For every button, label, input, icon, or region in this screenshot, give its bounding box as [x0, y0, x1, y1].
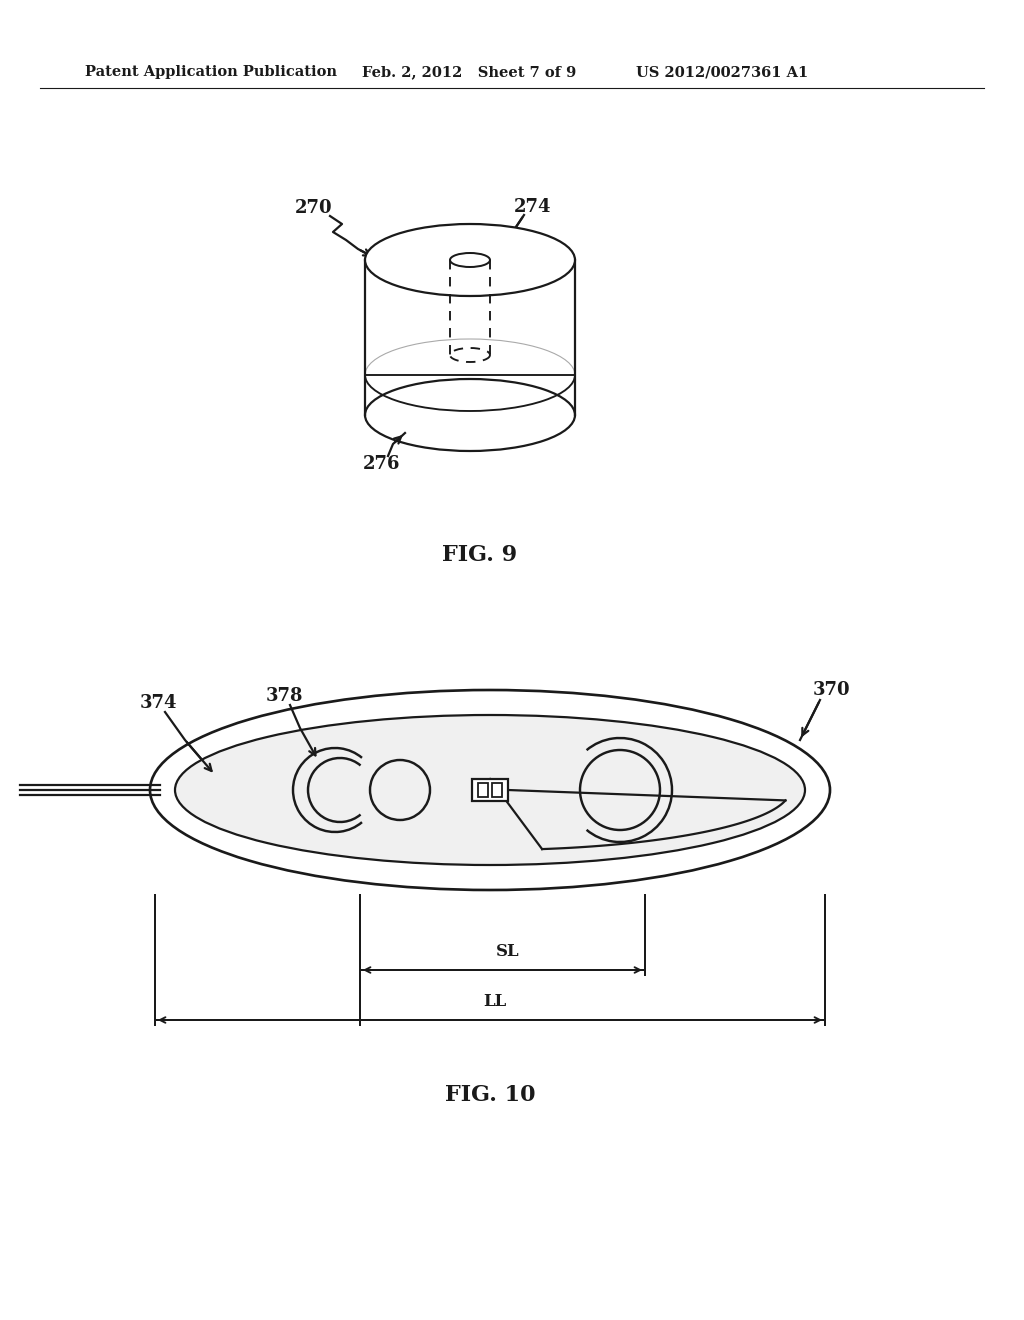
Bar	[492, 783, 502, 797]
Text: US 2012/0027361 A1: US 2012/0027361 A1	[636, 65, 808, 79]
Text: 274: 274	[514, 198, 552, 216]
Text: 276: 276	[364, 455, 400, 473]
Text: Feb. 2, 2012   Sheet 7 of 9: Feb. 2, 2012 Sheet 7 of 9	[362, 65, 577, 79]
Text: Patent Application Publication: Patent Application Publication	[85, 65, 337, 79]
Text: LL: LL	[483, 993, 507, 1010]
Ellipse shape	[175, 715, 805, 865]
Ellipse shape	[150, 690, 830, 890]
Text: 378: 378	[265, 686, 303, 705]
Text: 270: 270	[295, 199, 333, 216]
Ellipse shape	[450, 253, 490, 267]
FancyBboxPatch shape	[472, 779, 508, 801]
Bar	[478, 783, 488, 797]
Text: SL: SL	[496, 942, 519, 960]
Bar	[365, 260, 575, 414]
Ellipse shape	[365, 224, 575, 296]
Text: FIG. 9: FIG. 9	[442, 544, 517, 566]
Text: FIG. 10: FIG. 10	[444, 1084, 536, 1106]
Text: 370: 370	[813, 681, 851, 700]
Text: 374: 374	[139, 694, 177, 711]
